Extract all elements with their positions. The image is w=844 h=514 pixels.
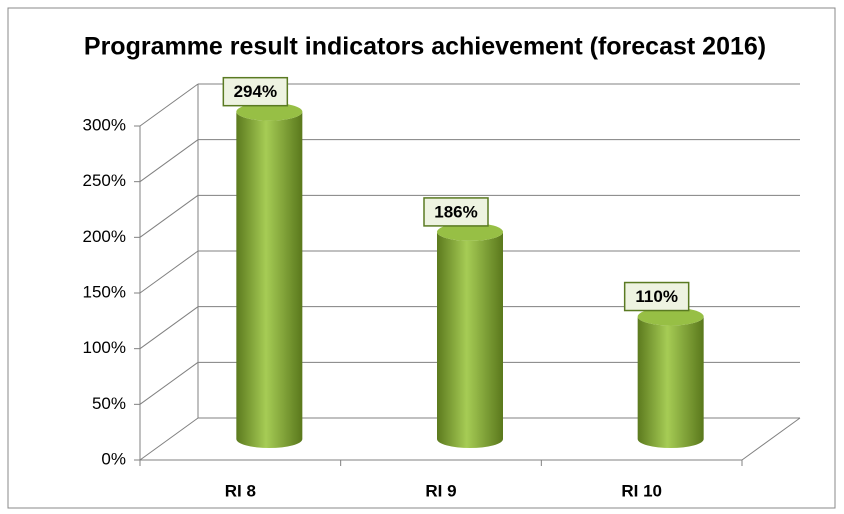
chart-frame bbox=[7, 7, 836, 509]
cylinder-top bbox=[637, 307, 704, 326]
grid-line bbox=[139, 250, 199, 294]
chart-title: Programme result indicators achievement … bbox=[84, 33, 766, 61]
y-tick-label: 200% bbox=[83, 227, 126, 246]
grid-line bbox=[139, 83, 199, 127]
value-label: 294% bbox=[234, 82, 277, 101]
cylinder bbox=[637, 316, 704, 448]
value-label: 110% bbox=[635, 287, 678, 306]
cylinder bbox=[437, 231, 503, 448]
value-label-box bbox=[623, 281, 690, 312]
y-tick-label: 250% bbox=[83, 171, 126, 190]
grid-line bbox=[139, 139, 199, 183]
grid-line bbox=[139, 361, 199, 405]
value-label-box bbox=[423, 197, 489, 227]
grid-line bbox=[139, 194, 199, 238]
y-tick-label: 100% bbox=[83, 338, 126, 357]
x-tick-label: RI 10 bbox=[621, 481, 662, 500]
y-tick-label: 50% bbox=[92, 394, 126, 413]
x-tick-label: RI 8 bbox=[225, 481, 256, 500]
floor-right bbox=[741, 417, 801, 461]
y-tick-label: 300% bbox=[83, 115, 126, 134]
x-tick-label: RI 9 bbox=[425, 481, 456, 500]
cylinder bbox=[236, 111, 303, 449]
y-tick-label: 150% bbox=[83, 282, 126, 301]
y-tick-label: 0% bbox=[101, 449, 126, 468]
grid-line bbox=[139, 306, 199, 350]
grid-line bbox=[139, 417, 199, 461]
cylinder-top bbox=[236, 102, 303, 121]
value-label: 186% bbox=[434, 202, 477, 221]
cylinder-top bbox=[437, 222, 503, 241]
value-label-box bbox=[222, 76, 289, 107]
